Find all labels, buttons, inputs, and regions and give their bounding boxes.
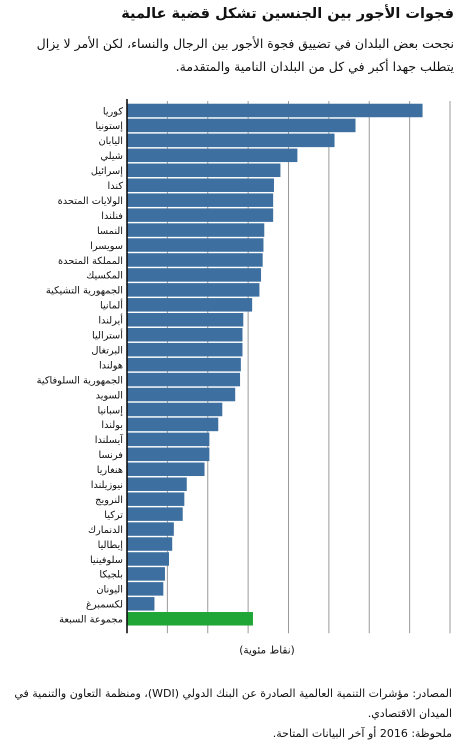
category-label: الجمهورية السلوفاكية <box>37 375 123 386</box>
category-label: أيرلندا <box>98 314 123 327</box>
category-label: سلوفينيا <box>90 555 123 566</box>
bar <box>127 567 165 581</box>
bar <box>127 283 260 297</box>
bar <box>127 417 219 432</box>
bar <box>127 298 253 312</box>
bar <box>127 477 187 491</box>
category-label: الجمهورية التشيكية <box>46 286 123 297</box>
category-label: آيسلندا <box>95 433 125 446</box>
chart-subtitle: نجحت بعض البلدان في تضييق فجوة الأجور بي… <box>36 36 454 74</box>
x-axis-label: (نقاط مئوية) <box>239 644 294 656</box>
bar <box>127 492 185 506</box>
bar <box>127 537 173 551</box>
bar-chart: كوريا إستونيا اليابان شيلي إسرائيل كندا الولاي… <box>37 99 451 656</box>
category-label: البرتغال <box>91 345 123 356</box>
category-label: اليابان <box>98 136 123 147</box>
bar <box>127 238 264 252</box>
category-label: المملكة المتحدة <box>58 256 123 267</box>
category-label: أستراليا <box>92 329 123 342</box>
bar <box>127 313 244 327</box>
category-label: فرنسا <box>98 450 123 461</box>
bar <box>127 597 155 611</box>
bar <box>127 552 169 566</box>
data-note: ملحوظة: 2016 أو آخر البيانات المتاحة. <box>272 727 452 740</box>
bar <box>127 118 356 133</box>
category-label: بلجيكا <box>99 570 123 581</box>
bar <box>127 522 174 536</box>
bar <box>127 402 223 417</box>
category-label: شيلي <box>100 151 123 162</box>
bar <box>127 193 274 207</box>
category-label: إسبانيا <box>97 405 123 416</box>
category-label: نيوزيلندا <box>91 480 123 491</box>
bar <box>127 357 241 372</box>
category-label: كوريا <box>103 106 124 117</box>
category-label: اليونان <box>96 585 123 596</box>
bar <box>127 387 236 402</box>
bar <box>127 462 205 477</box>
chart-footer: المصادر: مؤشرات التنمية العالمية الصادرة… <box>8 684 452 744</box>
category-label: المكسيك <box>86 271 123 282</box>
category-label: هنغاريا <box>97 465 123 476</box>
category-label: إستونيا <box>95 121 123 132</box>
category-label: كندا <box>108 181 124 192</box>
bar <box>127 268 262 282</box>
bar <box>127 178 274 192</box>
bar <box>127 253 263 267</box>
bar <box>127 507 183 521</box>
bar <box>127 447 210 462</box>
category-label: النمسا <box>97 226 123 237</box>
category-label: تركيا <box>104 510 123 521</box>
category-label: هولندا <box>99 360 123 371</box>
bar <box>127 133 335 148</box>
category-label: السويد <box>96 390 123 401</box>
category-label: مجموعة السبعة <box>59 615 123 626</box>
bar <box>127 163 281 178</box>
bar <box>127 223 265 237</box>
category-label: النرويج <box>95 495 123 506</box>
bar <box>127 327 243 342</box>
category-label: إيطاليا <box>98 540 124 551</box>
category-label: لكسمبرغ <box>86 600 123 611</box>
bar <box>127 612 253 626</box>
category-label: فنلندا <box>101 211 123 222</box>
category-label: سويسرا <box>90 241 123 252</box>
bar <box>127 148 298 163</box>
category-label: بولندا <box>101 420 123 431</box>
category-label: ألمانيا <box>100 299 123 312</box>
chart-title: فجوات الأجور بين الجنسين تشكل قضية عالمي… <box>121 6 454 22</box>
bar <box>127 372 241 387</box>
category-label: إسرائيل <box>91 166 123 177</box>
bar <box>127 432 210 447</box>
bar <box>127 208 274 222</box>
bar <box>127 103 423 118</box>
sources-note: المصادر: مؤشرات التنمية العالمية الصادرة… <box>14 687 452 720</box>
bar <box>127 342 243 357</box>
category-label: الولايات المتحدة <box>58 196 123 207</box>
bar <box>127 582 164 596</box>
category-label: الدنمارك <box>88 525 123 536</box>
